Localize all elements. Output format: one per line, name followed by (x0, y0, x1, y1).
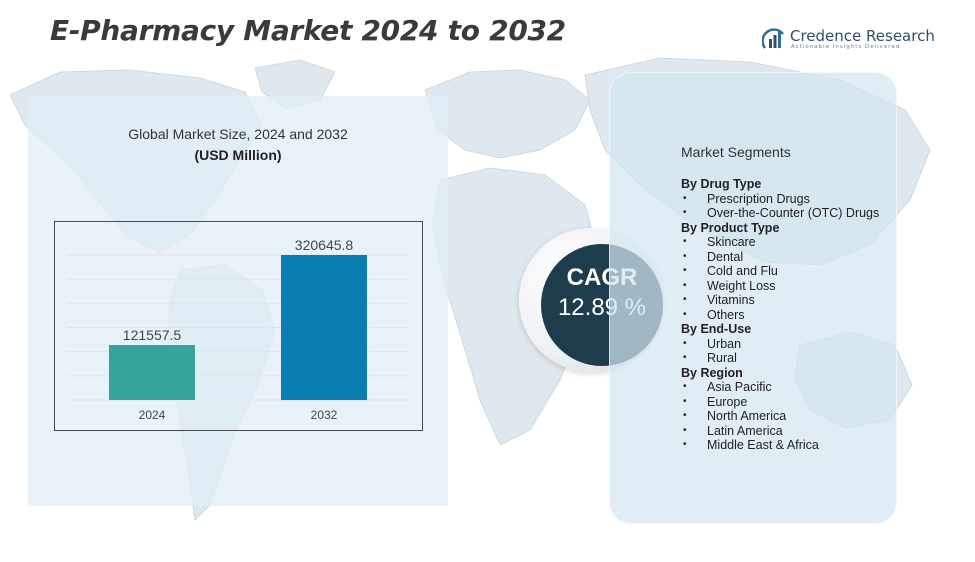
bullet-icon: • (683, 308, 687, 320)
bar-2024 (109, 345, 195, 400)
segment-item: • Cold and Flu (681, 264, 896, 279)
segment-item: • Skincare (681, 235, 896, 250)
segment-item: • Asia Pacific (681, 380, 896, 395)
bullet-icon: • (683, 279, 687, 291)
chart-unit: (USD Million) (194, 147, 282, 163)
segment-item: • Dental (681, 250, 896, 265)
segment-item-label: North America (707, 409, 787, 423)
bullet-icon: • (683, 395, 687, 407)
chart-panel (28, 96, 448, 506)
segment-item-label: Rural (707, 351, 737, 365)
segment-item-label: Europe (707, 394, 748, 409)
segment-item-label: Latin America (707, 423, 783, 438)
segment-group-title: By Product Type (681, 220, 780, 235)
segment-item: • Over-the-Counter (OTC) Drugs (681, 206, 896, 221)
segment-item: • North America (681, 409, 896, 424)
bullet-icon: • (683, 352, 687, 363)
tick-label-2032: 2032 (311, 408, 338, 422)
segment-item: • Rural (681, 351, 896, 366)
logo-name: Credence Research (790, 27, 935, 45)
bullet-icon: • (683, 294, 687, 305)
segments-title: Market Segments (681, 144, 791, 160)
segment-item-label: Skincare (707, 235, 756, 249)
segment-group-title: By Drug Type (681, 177, 762, 191)
tick-label-2024: 2024 (139, 408, 166, 422)
segment-item-label: Vitamins (707, 293, 755, 307)
segment-item-label: Others (707, 307, 745, 322)
segment-item: • Middle East & Africa (681, 438, 896, 453)
segment-group-title: By Region (681, 365, 743, 380)
data-label-2032: 320645.8 (295, 237, 354, 253)
bullet-icon: • (683, 337, 687, 349)
logo-tagline: Actionable Insights Delivered (791, 44, 901, 50)
segment-item: • Latin America (681, 424, 896, 439)
segments-panel (609, 72, 897, 524)
segment-item: • Weight Loss (681, 279, 896, 294)
bullet-icon: • (683, 410, 687, 421)
segment-item: • Prescription Drugs (681, 192, 896, 207)
bullet-icon: • (683, 250, 687, 262)
segment-item-label: Dental (707, 249, 744, 264)
segments-list: By Drug Type • Prescription Drugs • Over-the… (681, 177, 896, 453)
segment-item: • Vitamins (681, 293, 896, 308)
segment-item-label: Over-the-Counter (OTC) Drugs (707, 206, 880, 220)
chart-title: Global Market Size, 2024 and 2032 (128, 126, 348, 142)
bullet-icon: • (683, 381, 687, 392)
bullet-icon: • (683, 265, 687, 276)
bullet-icon: • (683, 439, 687, 450)
segment-item-label: Cold and Flu (707, 264, 778, 278)
bar-chart: 121557.5 2024 320645.8 2032 (67, 237, 410, 422)
segment-item: • Others (681, 308, 896, 323)
data-label-2024: 121557.5 (123, 327, 182, 343)
bar-2032 (281, 255, 367, 400)
bar-chart-logo-icon (762, 28, 784, 49)
segment-item-label: Asia Pacific (707, 380, 772, 394)
bullet-icon: • (683, 192, 687, 204)
segment-item-label: Urban (707, 336, 742, 351)
segment-item-label: Weight Loss (707, 278, 776, 293)
bullet-icon: • (683, 236, 687, 247)
company-logo: Credence Research Actionable Insights De… (762, 26, 942, 52)
segment-item-label: Middle East & Africa (707, 438, 819, 452)
segment-group-title: By End-Use (681, 322, 752, 336)
segment-item-label: Prescription Drugs (707, 191, 810, 206)
page-title: E-Pharmacy Market 2024 to 2032 (50, 14, 566, 47)
segment-item: • Urban (681, 337, 896, 352)
europe-shape (424, 69, 591, 159)
bullet-icon: • (683, 424, 687, 436)
chart-frame: 121557.5 2024 320645.8 2032 (54, 221, 423, 431)
bullet-icon: • (683, 207, 687, 218)
segment-item: • Europe (681, 395, 896, 410)
